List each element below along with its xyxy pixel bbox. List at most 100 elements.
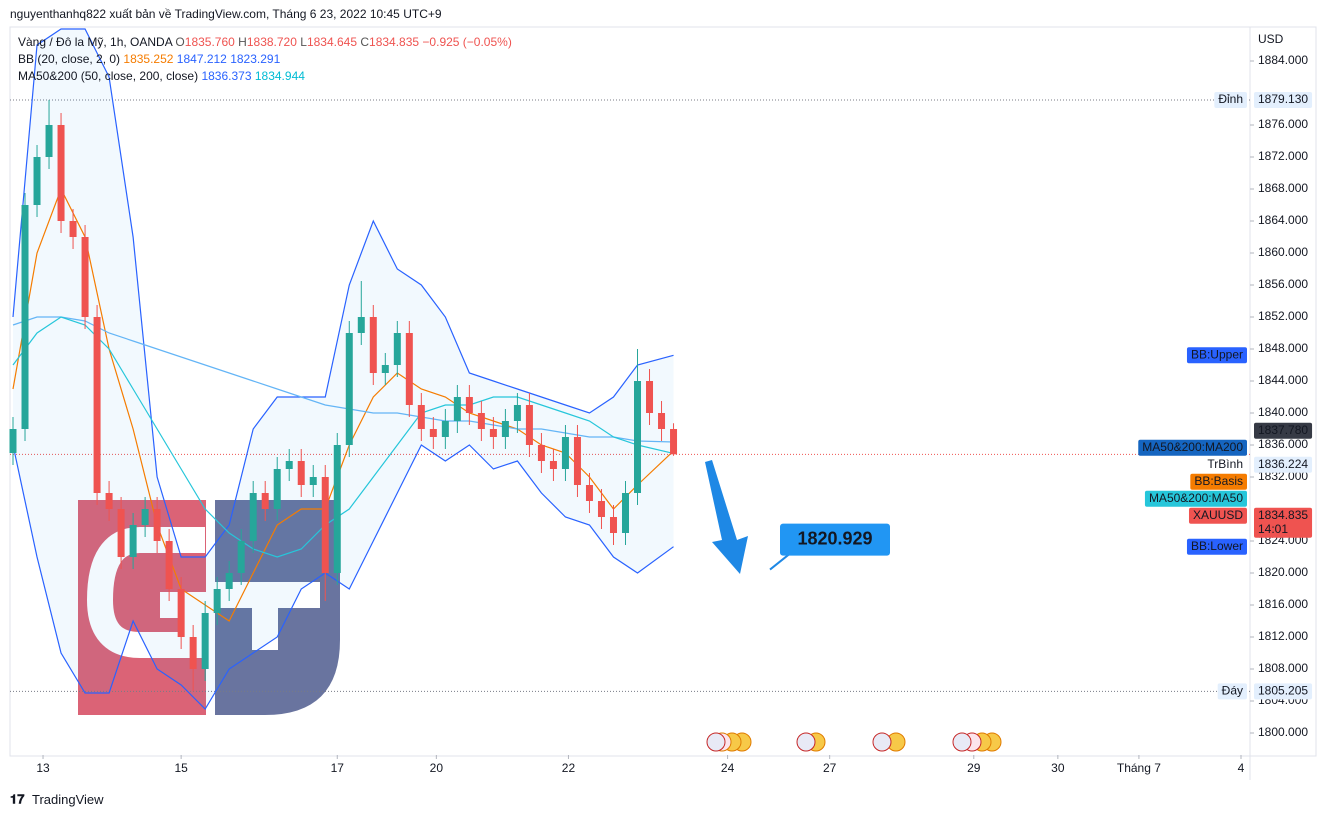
badge-bg — [1190, 473, 1247, 490]
badge: BB:Basis — [1190, 473, 1247, 490]
event-icons — [706, 732, 1002, 752]
band-fill — [13, 29, 674, 709]
candle-body — [405, 333, 413, 405]
ohlc-value: 1835.760 — [184, 35, 235, 49]
candle-body — [153, 509, 161, 541]
candle-body — [489, 429, 497, 437]
candle-body — [177, 589, 185, 637]
indicator-line — [12, 316, 674, 443]
candle-body — [597, 501, 605, 517]
badge: MA50&200:MA50 — [1144, 490, 1247, 507]
badge-text: 1805.205 — [1258, 684, 1308, 698]
candle-body — [261, 493, 269, 509]
y-tick-label: 1856.000 — [1258, 277, 1308, 291]
badge-text: TrBình — [1207, 457, 1243, 471]
candle-body — [537, 445, 545, 461]
legend-row: BB (20, close, 2, 0) 1835.252 1847.212 1… — [18, 51, 512, 68]
badge: XAUUSD — [1188, 507, 1247, 524]
x-tick-label: 20 — [430, 761, 444, 775]
candle-body — [621, 493, 629, 533]
candle-body — [381, 365, 389, 373]
indicator-name: BB (20, close, 2, 0) — [18, 52, 121, 66]
candle-body — [429, 429, 437, 437]
badge-text: XAUUSD — [1193, 508, 1243, 522]
candle-body — [9, 429, 17, 453]
y-tick-label: 1860.000 — [1258, 245, 1308, 259]
candle-body — [646, 381, 654, 413]
candle-body — [585, 485, 593, 501]
candle-body — [513, 405, 521, 421]
badge-bg — [1138, 439, 1247, 456]
candle-body — [357, 317, 365, 333]
badge-text: BB:Basis — [1194, 474, 1243, 488]
currency: USD — [1258, 32, 1284, 46]
ohlc-value: 1838.720 — [246, 35, 297, 49]
badge-bg — [1186, 347, 1247, 364]
candle-body — [81, 237, 89, 317]
legend: Vàng / Đô la Mỹ, 1h, OANDA O1835.760 H18… — [18, 34, 512, 85]
candle-body — [333, 445, 341, 573]
badge: Đáy — [1217, 683, 1247, 700]
badge-bg — [1214, 91, 1247, 108]
watermark — [78, 500, 340, 715]
badge-text: 1879.130 — [1258, 92, 1308, 106]
candle-body — [69, 221, 77, 237]
x-tick-label: 27 — [823, 761, 837, 775]
candle-body — [309, 477, 317, 485]
candle-body — [273, 469, 281, 509]
candle-body — [561, 437, 569, 469]
candle-body — [465, 397, 473, 413]
x-tick-label: Tháng 7 — [1117, 761, 1161, 775]
indicator-value: 1836.373 — [201, 69, 252, 83]
y-tick-label: 1848.000 — [1258, 341, 1308, 355]
arrow — [705, 460, 748, 574]
x-tick-label: 30 — [1051, 761, 1065, 775]
candle-body — [249, 493, 257, 541]
y-tick-label: 1812.000 — [1258, 629, 1308, 643]
candle-body — [417, 405, 425, 429]
candle-body — [165, 541, 173, 589]
badge-bg — [1254, 91, 1313, 108]
candle-body — [549, 461, 557, 469]
candle-body — [441, 421, 449, 437]
y-tick-label: 1808.000 — [1258, 661, 1308, 675]
candle-body — [477, 413, 485, 429]
candle-body — [321, 477, 329, 573]
brand-logo: 𝟏𝟕 — [10, 791, 25, 806]
ohlc-value: 1834.645 — [306, 35, 357, 49]
badge: 1879.130 — [1254, 91, 1313, 108]
badge: 1837.780 — [1254, 422, 1313, 439]
x-tick-label: 17 — [331, 761, 345, 775]
logo-letter — [215, 582, 320, 650]
indicator-line — [12, 28, 674, 558]
ohlc-key: O — [175, 35, 185, 49]
candle-body — [670, 429, 678, 455]
badge-bg — [1217, 683, 1247, 700]
y-tick-label: 1864.000 — [1258, 213, 1308, 227]
badge: 1836.224 — [1254, 456, 1313, 473]
ohlc-key: C — [360, 35, 370, 49]
countdown: 14:01 — [1258, 522, 1288, 536]
candle-body — [393, 333, 401, 365]
change: −0.925 (−0.05%) — [422, 35, 512, 49]
badge-text: 1837.780 — [1258, 423, 1308, 437]
legend-row: Vàng / Đô la Mỹ, 1h, OANDA O1835.760 H18… — [18, 34, 512, 51]
symbol: Vàng / Đô la Mỹ, 1h, OANDA — [18, 35, 173, 49]
badge-bg — [1186, 538, 1247, 555]
candle-body — [285, 461, 293, 469]
candle-body — [201, 613, 209, 669]
candle-body — [609, 517, 617, 533]
candle-body — [237, 541, 245, 573]
badge-bg — [1254, 507, 1313, 538]
candle-body — [297, 461, 305, 485]
candle-body — [573, 437, 581, 485]
indicator-value: 1834.944 — [254, 69, 305, 83]
badge: BB:Lower — [1186, 538, 1247, 555]
badge-bg — [1188, 507, 1247, 524]
candle-body — [369, 317, 377, 373]
candle-body — [189, 637, 197, 669]
indicator-value: 1847.212 — [176, 52, 227, 66]
y-tick-label: 1800.000 — [1258, 725, 1308, 739]
